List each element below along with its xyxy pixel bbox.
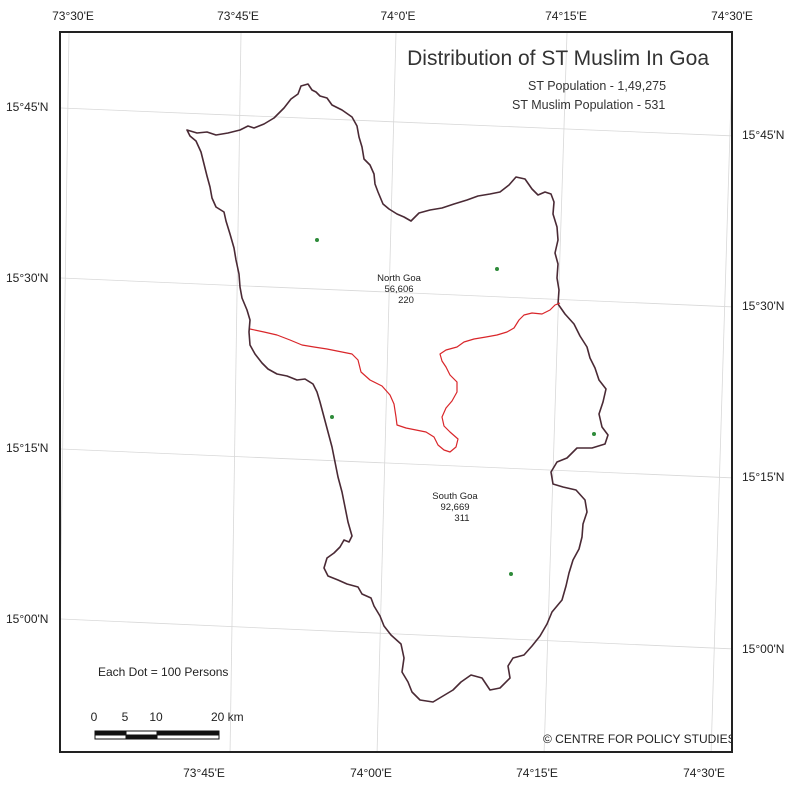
scale-bar: [94, 730, 220, 740]
district-name: South Goa: [432, 491, 478, 502]
district-name: North Goa: [377, 273, 421, 284]
district-st-muslims: 311: [454, 513, 470, 524]
top-axis-label: 73°45'E: [217, 9, 259, 23]
district-label-north-goa: North Goa 56,606 220: [377, 273, 421, 306]
top-axis-label: 74°0'E: [380, 9, 416, 23]
dots: [315, 238, 596, 576]
population-dot: [592, 432, 596, 436]
scale-tick: 10: [149, 710, 163, 724]
bottom-axis-label: 73°45'E: [183, 766, 225, 780]
right-axis-label: 15°00'N: [742, 642, 785, 656]
scale-tick: 5: [121, 710, 129, 724]
credit-text: © CENTRE FOR POLICY STUDIES: [543, 732, 733, 746]
right-axis-label: 15°30'N: [742, 299, 785, 313]
population-dot: [315, 238, 319, 242]
bottom-axis-label: 74°00'E: [350, 766, 392, 780]
left-axis-label: 15°45'N: [6, 100, 49, 114]
left-axis-label: 15°15'N: [6, 441, 49, 455]
top-axis-label: 74°15'E: [545, 9, 587, 23]
graticule: [61, 33, 731, 751]
st-muslim-population-label: ST Muslim Population - 531: [512, 98, 666, 112]
map-frame: Distribution of ST Muslim In Goa ST Popu…: [59, 31, 733, 753]
goa-state-boundary: [186, 83, 609, 703]
map-title: Distribution of ST Muslim In Goa: [407, 47, 709, 70]
population-dot: [330, 415, 334, 419]
scale-tick: 0: [90, 710, 98, 724]
left-axis-label: 15°30'N: [6, 271, 49, 285]
district-label-south-goa: South Goa 92,669 311: [432, 491, 477, 524]
top-axis-label: 73°30'E: [52, 9, 94, 23]
scale-tick: 20 km: [211, 710, 244, 724]
bottom-axis-label: 74°30'E: [683, 766, 725, 780]
population-dot: [509, 572, 513, 576]
district-st-muslims: 220: [398, 295, 414, 306]
right-axis-label: 15°15'N: [742, 470, 785, 484]
district-population: 92,669: [440, 502, 470, 513]
map-canvas: [61, 33, 731, 751]
dot-legend: Each Dot = 100 Persons: [98, 665, 229, 679]
top-axis-label: 74°30'E: [711, 9, 753, 23]
district-population: 56,606: [384, 284, 414, 295]
st-population-label: ST Population - 1,49,275: [528, 79, 667, 93]
bottom-axis-label: 74°15'E: [516, 766, 558, 780]
district-boundary: [249, 302, 561, 453]
population-dot: [495, 267, 499, 271]
left-axis-label: 15°00'N: [6, 612, 49, 626]
right-axis-label: 15°45'N: [742, 128, 785, 142]
